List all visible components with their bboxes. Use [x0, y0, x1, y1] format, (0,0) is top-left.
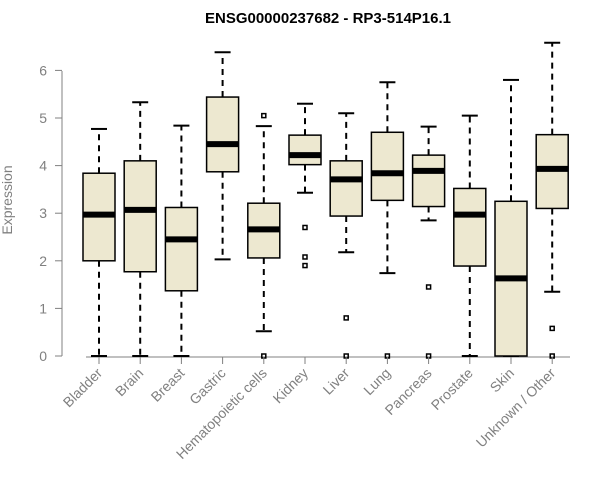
y-axis-label: Expression — [0, 165, 15, 234]
box-breast — [164, 124, 199, 357]
iqr-box — [329, 160, 363, 217]
outlier-point — [302, 254, 308, 260]
y-tick-label: 0 — [39, 348, 47, 364]
y-tick-label: 2 — [39, 253, 47, 269]
iqr-box — [205, 96, 240, 173]
iqr-box — [164, 206, 199, 292]
box-pancreas — [411, 125, 446, 359]
box-hematopoietic-cells — [247, 112, 281, 359]
box-gastric — [205, 51, 240, 261]
y-tick-label: 1 — [39, 300, 47, 316]
iqr-box — [411, 154, 446, 208]
iqr-box — [453, 187, 487, 267]
x-tick-label: Kidney — [270, 365, 312, 407]
iqr-box — [370, 131, 405, 202]
box-liver — [329, 112, 363, 359]
y-tick-label: 6 — [39, 62, 47, 78]
y-ticks: 0 1 2 3 4 5 6 — [39, 62, 62, 364]
outlier-point — [425, 284, 432, 290]
box-bladder — [82, 127, 116, 357]
box-brain — [123, 101, 157, 357]
y-tick-label: 3 — [39, 205, 47, 221]
x-tick-label: Liver — [320, 365, 353, 398]
box-kidney — [288, 102, 322, 269]
box-prostate — [453, 114, 487, 357]
x-tick-label: Skin — [487, 365, 518, 396]
outlier-point — [261, 112, 267, 119]
boxes-group — [82, 41, 569, 359]
outlier-point — [549, 325, 555, 332]
y-tick-label: 5 — [39, 110, 47, 126]
outlier-point — [302, 224, 308, 231]
box-unknown-other — [535, 41, 569, 359]
outlier-point — [302, 262, 308, 269]
x-tick-label: Lung — [360, 365, 393, 398]
box-skin — [494, 78, 528, 357]
x-tick-label: Prostate — [428, 365, 476, 413]
x-tick-label: Bladder — [60, 365, 106, 411]
x-tick-label: Brain — [112, 365, 146, 399]
box-lung — [370, 81, 405, 359]
iqr-box — [123, 160, 157, 273]
y-tick-label: 4 — [39, 158, 47, 174]
iqr-box — [288, 134, 322, 166]
outlier-point — [343, 315, 349, 321]
chart-title: ENSG00000237682 - RP3-514P16.1 — [205, 10, 451, 27]
x-tick-label: Breast — [148, 365, 188, 405]
